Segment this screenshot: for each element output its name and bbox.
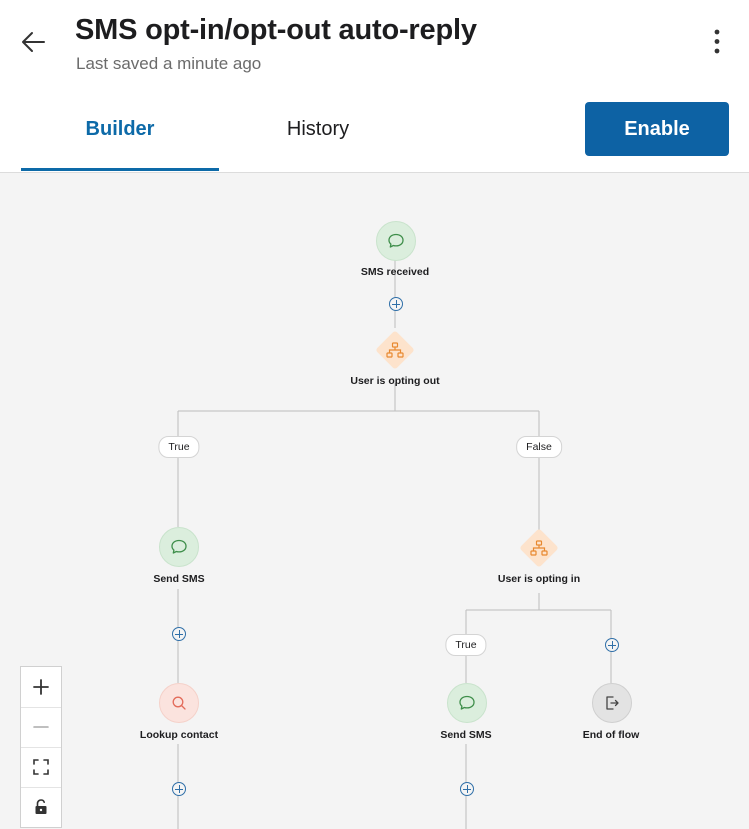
trigger-label: SMS received bbox=[360, 266, 430, 278]
save-status: Last saved a minute ago bbox=[76, 54, 262, 73]
zoom-out-icon bbox=[33, 726, 49, 728]
back-button[interactable] bbox=[17, 28, 49, 56]
trigger-node-sms-received[interactable] bbox=[376, 221, 416, 261]
branch-true-pill: True bbox=[158, 436, 200, 458]
action-label: Send SMS bbox=[440, 729, 492, 741]
add-step-button[interactable] bbox=[605, 638, 619, 652]
branch-false-pill: False bbox=[516, 436, 562, 458]
end-node[interactable] bbox=[592, 683, 632, 723]
zoom-in-button[interactable] bbox=[21, 667, 61, 708]
zoom-in-icon bbox=[33, 679, 49, 695]
chat-bubble-icon bbox=[459, 695, 475, 710]
chat-bubble-icon bbox=[171, 539, 187, 554]
end-label: End of flow bbox=[582, 729, 640, 741]
zoom-out-button[interactable] bbox=[21, 707, 61, 748]
lock-icon bbox=[35, 799, 47, 814]
page-header: SMS opt-in/opt-out auto-reply Last saved… bbox=[0, 0, 749, 173]
add-step-button[interactable] bbox=[172, 627, 186, 641]
enable-button[interactable]: Enable bbox=[585, 102, 729, 156]
add-step-button[interactable] bbox=[172, 782, 186, 796]
action-label: Lookup contact bbox=[139, 729, 219, 741]
branch-true-pill: True bbox=[445, 634, 487, 656]
active-tab-indicator bbox=[21, 168, 219, 171]
tab-history[interactable]: History bbox=[286, 118, 350, 140]
lock-canvas-button[interactable] bbox=[21, 787, 61, 827]
page-title: SMS opt-in/opt-out auto-reply bbox=[75, 14, 477, 46]
fit-screen-icon bbox=[33, 759, 49, 775]
tab-builder[interactable]: Builder bbox=[85, 118, 155, 140]
action-node-send-sms[interactable] bbox=[447, 683, 487, 723]
action-node-send-sms[interactable] bbox=[159, 527, 199, 567]
more-options-button[interactable] bbox=[704, 27, 730, 57]
search-icon bbox=[172, 696, 186, 710]
condition-label: User is opting in bbox=[497, 573, 581, 585]
action-label: Send SMS bbox=[153, 573, 205, 585]
exit-icon bbox=[606, 696, 619, 710]
add-step-button[interactable] bbox=[389, 297, 403, 311]
chat-bubble-icon bbox=[388, 233, 404, 248]
condition-label: User is opting out bbox=[350, 375, 440, 387]
fit-screen-button[interactable] bbox=[21, 747, 61, 788]
more-vertical-icon bbox=[714, 29, 720, 54]
add-step-button[interactable] bbox=[460, 782, 474, 796]
flow-canvas[interactable]: SMS received User is opting out True Fal… bbox=[0, 173, 749, 829]
zoom-controls bbox=[20, 666, 62, 828]
arrow-left-icon bbox=[22, 32, 45, 52]
action-node-lookup-contact[interactable] bbox=[159, 683, 199, 723]
